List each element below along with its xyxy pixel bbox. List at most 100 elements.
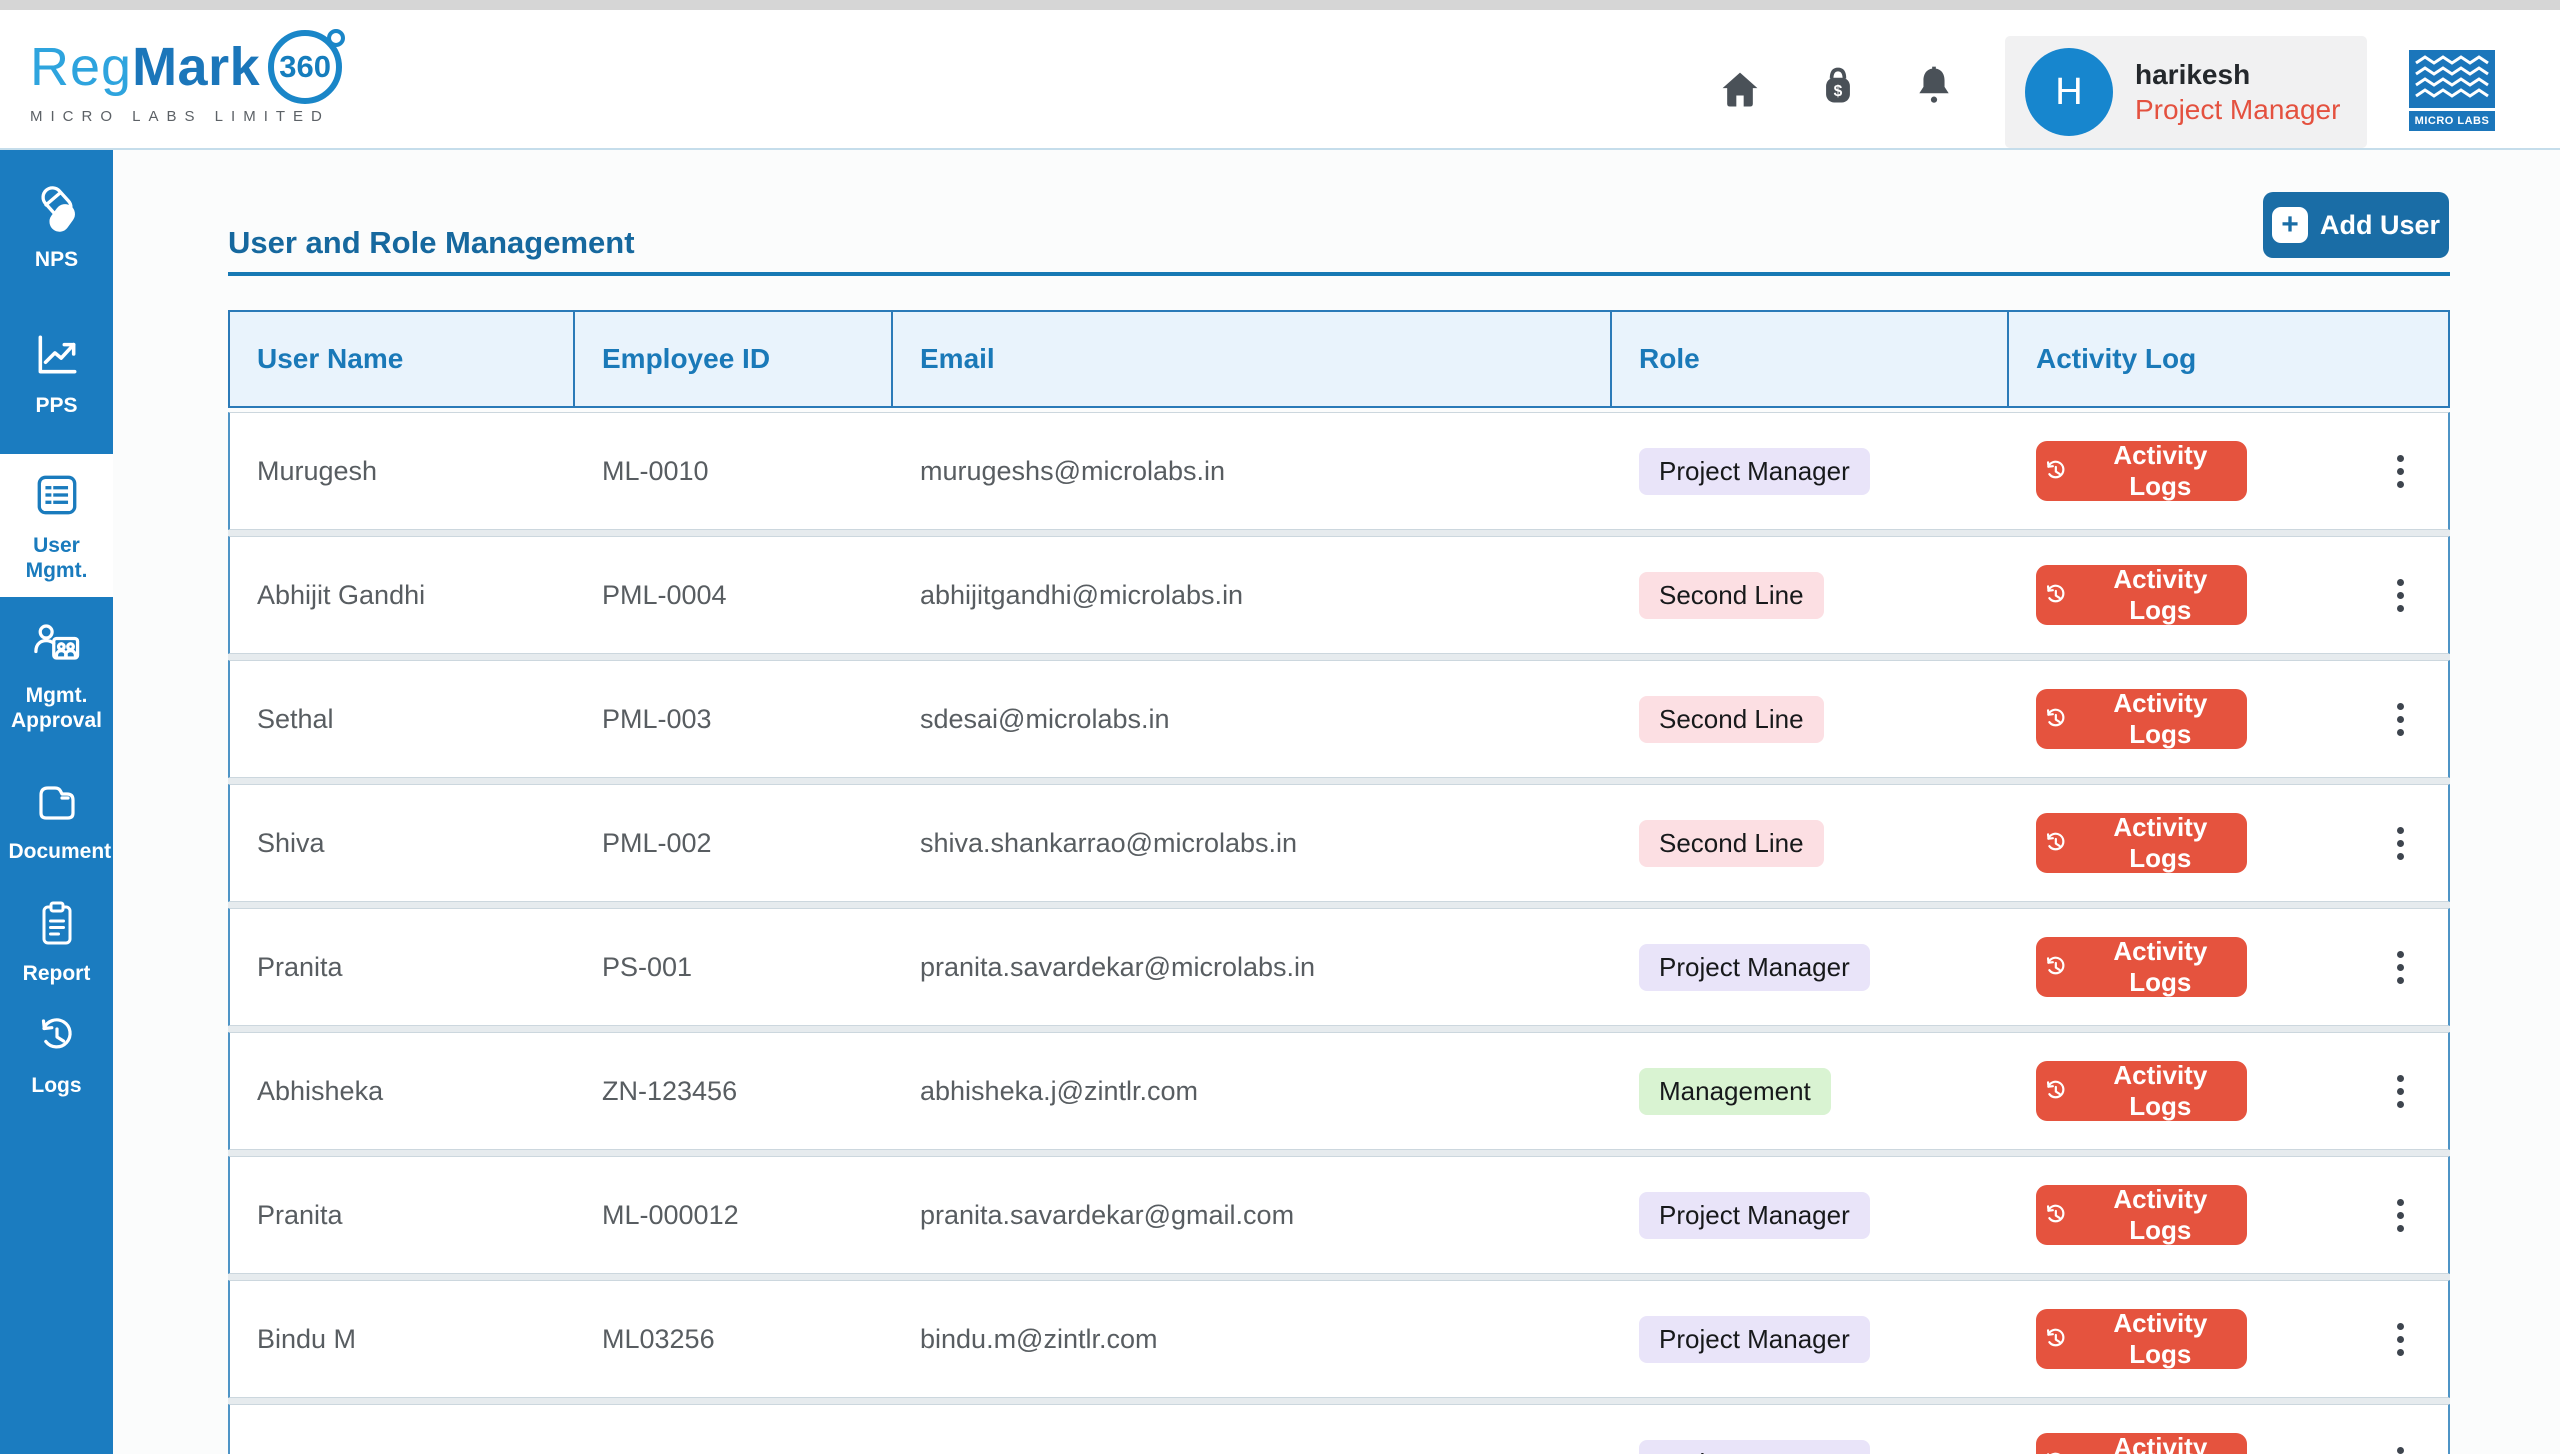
svg-text:$: $ <box>1834 83 1843 100</box>
plus-icon: + <box>2272 207 2308 243</box>
role-badge: Project Manager <box>1639 1440 1870 1454</box>
column-header-activity-log: Activity Log <box>2009 312 2448 406</box>
cell-user-name: Shiva <box>230 785 575 901</box>
role-badge: Second Line <box>1639 820 1824 867</box>
micro-labs-logo: MICRO LABS <box>2409 50 2495 131</box>
sidebar-item-nps[interactable]: NPS <box>0 182 113 272</box>
add-user-button[interactable]: + Add User <box>2263 192 2449 258</box>
role-badge: Second Line <box>1639 572 1824 619</box>
bell-icon[interactable] <box>1912 62 1956 108</box>
row-menu-kebab[interactable] <box>2391 821 2410 866</box>
micro-labs-waves-icon <box>2409 50 2495 108</box>
table-row: Sethal PML-003 sdesai@microlabs.in Secon… <box>228 660 2450 778</box>
cell-user-name <box>230 1405 575 1454</box>
logo-subtitle: MICRO LABS LIMITED <box>30 108 342 125</box>
management-approval-icon <box>31 620 83 675</box>
row-menu-kebab[interactable] <box>2391 1317 2410 1362</box>
cell-email: abhijitgandhi@microlabs.in <box>893 537 1612 653</box>
top-strip <box>0 0 2560 10</box>
cell-activity: Activity Logs <box>2009 1157 2448 1273</box>
cell-role: Project Manager <box>1612 413 2009 529</box>
sidebar-item-document[interactable]: Document <box>0 778 113 864</box>
cell-employee-id: ZN-123456 <box>575 1033 893 1149</box>
activity-logs-button[interactable]: Activity Logs <box>2036 1061 2247 1121</box>
trend-chart-icon <box>32 330 82 385</box>
avatar: H <box>2025 48 2113 136</box>
cell-activity: Activity Logs <box>2009 785 2448 901</box>
cell-email: sdesai@microlabs.in <box>893 661 1612 777</box>
activity-logs-button[interactable]: Activity Logs <box>2036 1185 2247 1245</box>
table-header: User Name Employee ID Email Role Activit… <box>228 310 2450 408</box>
regmark-logo: RegMark 360 MICRO LABS LIMITED <box>30 30 342 125</box>
cell-role: Second Line <box>1612 785 2009 901</box>
activity-logs-button[interactable]: Activity Logs <box>2036 937 2247 997</box>
home-icon[interactable] <box>1718 68 1762 112</box>
activity-logs-button[interactable]: Activity Logs <box>2036 1309 2247 1369</box>
activity-logs-button[interactable]: Activity Logs <box>2036 441 2247 501</box>
cell-email: abhisheka.j@zintlr.com <box>893 1033 1612 1149</box>
sidebar-item-user-mgmt[interactable]: User Mgmt. <box>0 454 113 597</box>
row-menu-kebab[interactable] <box>2391 1441 2410 1454</box>
screen: RegMark 360 MICRO LABS LIMITED $ <box>0 0 2560 1454</box>
cell-activity: Activity Logs <box>2009 661 2448 777</box>
cell-email <box>893 1405 1612 1454</box>
activity-logs-button[interactable]: Activity Logs <box>2036 689 2247 749</box>
micro-labs-label: MICRO LABS <box>2415 115 2490 127</box>
table-row: Murugesh ML-0010 murugeshs@microlabs.in … <box>228 412 2450 530</box>
row-menu-kebab[interactable] <box>2391 573 2410 618</box>
role-badge: Project Manager <box>1639 944 1870 991</box>
cell-email: murugeshs@microlabs.in <box>893 413 1612 529</box>
cell-activity: Activity Logs <box>2009 413 2448 529</box>
row-menu-kebab[interactable] <box>2391 1193 2410 1238</box>
user-profile-chip[interactable]: H harikesh Project Manager <box>2005 36 2367 148</box>
cell-email: shiva.shankarrao@microlabs.in <box>893 785 1612 901</box>
cell-user-name: Sethal <box>230 661 575 777</box>
row-menu-kebab[interactable] <box>2391 945 2410 990</box>
activity-logs-button[interactable]: Activity Logs <box>2036 1433 2247 1454</box>
sidebar-item-pps[interactable]: PPS <box>0 330 113 418</box>
cell-role: Project Manager <box>1612 1157 2009 1273</box>
cell-email: pranita.savardekar@microlabs.in <box>893 909 1612 1025</box>
sidebar-item-logs[interactable]: Logs <box>0 1012 113 1098</box>
column-header-role: Role <box>1612 312 2009 406</box>
table-row: Pranita ML-000012 pranita.savardekar@gma… <box>228 1156 2450 1274</box>
main-content: User and Role Management + Add User User… <box>113 150 2560 1454</box>
cell-email: pranita.savardekar@gmail.com <box>893 1157 1612 1273</box>
money-bag-icon[interactable]: $ <box>1816 63 1860 109</box>
column-header-user-name: User Name <box>230 312 575 406</box>
title-underline <box>228 272 2450 276</box>
sidebar-item-mgmt-approval[interactable]: Mgmt. Approval <box>0 620 113 733</box>
cell-role: Project Manager <box>1612 1405 2009 1454</box>
role-badge: Project Manager <box>1639 1316 1870 1363</box>
sidebar-label: PPS <box>9 393 105 418</box>
sidebar-label: User Mgmt. <box>9 533 105 583</box>
cell-employee-id: PML-003 <box>575 661 893 777</box>
cell-employee-id: PML-0004 <box>575 537 893 653</box>
table-row: Bindu M ML03256 bindu.m@zintlr.com Proje… <box>228 1280 2450 1398</box>
user-list-icon <box>32 470 82 525</box>
column-header-email: Email <box>893 312 1612 406</box>
column-header-employee-id: Employee ID <box>575 312 893 406</box>
sidebar-label: NPS <box>9 247 105 272</box>
table-row: Project Manager Activity Logs <box>228 1404 2450 1454</box>
pills-icon <box>32 182 82 239</box>
sidebar: NPS PPS <box>0 150 113 1454</box>
cell-employee-id: PS-001 <box>575 909 893 1025</box>
role-badge: Second Line <box>1639 696 1824 743</box>
row-menu-kebab[interactable] <box>2391 1069 2410 1114</box>
cell-activity: Activity Logs <box>2009 909 2448 1025</box>
role-badge: Project Manager <box>1639 1192 1870 1239</box>
cell-employee-id: ML-000012 <box>575 1157 893 1273</box>
cell-role: Second Line <box>1612 537 2009 653</box>
row-menu-kebab[interactable] <box>2391 449 2410 494</box>
activity-logs-button[interactable]: Activity Logs <box>2036 565 2247 625</box>
cell-role: Management <box>1612 1033 2009 1149</box>
cell-employee-id <box>575 1405 893 1454</box>
sidebar-item-report[interactable]: Report <box>0 898 113 986</box>
activity-logs-button[interactable]: Activity Logs <box>2036 813 2247 873</box>
cell-user-name: Pranita <box>230 1157 575 1273</box>
role-badge: Management <box>1639 1068 1831 1115</box>
logo-mark-text: Mark <box>132 36 260 98</box>
row-menu-kebab[interactable] <box>2391 697 2410 742</box>
sidebar-label: Logs <box>9 1073 105 1098</box>
